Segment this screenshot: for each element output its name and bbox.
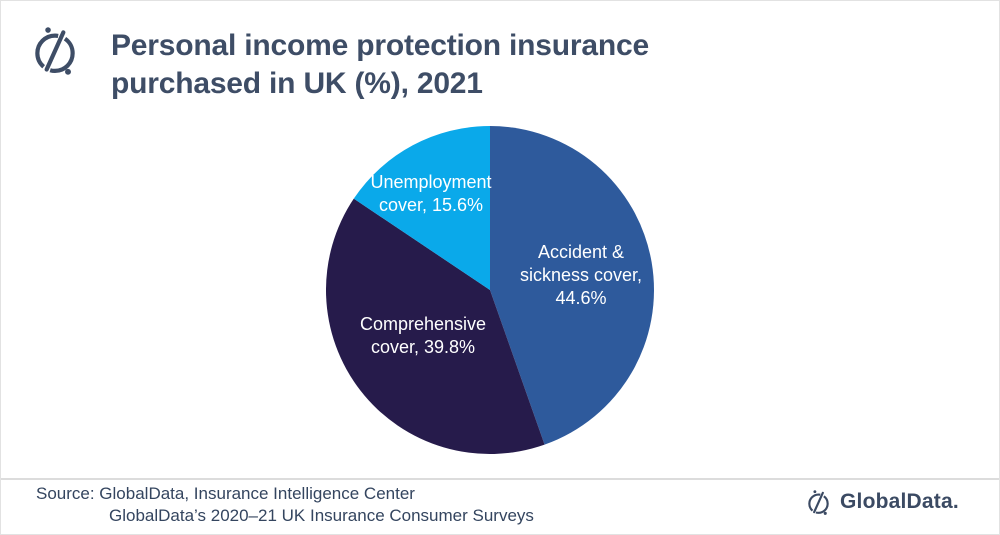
pie-slice-accident-sickness-cover: [490, 126, 654, 445]
globaldata-brand-footer: GlobalData.: [805, 487, 959, 517]
pie-label-line: 44.6%: [555, 288, 607, 308]
pie-svg: [326, 126, 654, 454]
globaldata-wordmark: GlobalData.: [840, 490, 959, 513]
compass-circle: [35, 33, 75, 73]
compass-dot-top: [813, 490, 817, 494]
compass-circle: [808, 493, 829, 514]
page-title-line-2: purchased in UK (%), 2021: [111, 67, 483, 100]
compass-dot-bottom: [65, 68, 71, 75]
compass-needle: [44, 30, 66, 72]
pie-label-line: Accident &: [537, 242, 625, 262]
compass-needle: [813, 491, 824, 514]
pie-label-line: cover, 39.8%: [370, 337, 476, 357]
globaldata-logo-icon-small: [808, 490, 829, 515]
footer-divider: [1, 478, 999, 480]
pie-slice-comprehensive-cover: [326, 198, 545, 454]
pie-chart: [326, 126, 654, 454]
page-title-line-1: Personal income protection insurance: [111, 29, 649, 62]
source-attribution: Source: GlobalData, Insurance Intelligen…: [36, 483, 534, 527]
compass-dot-top: [45, 27, 51, 33]
source-line-2: GlobalData’s 2020–21 UK Insurance Consum…: [109, 506, 534, 525]
source-line-1: Source: GlobalData, Insurance Intelligen…: [36, 484, 415, 503]
pie-label-comprehensive-cover: Comprehensive cover, 39.8%: [323, 313, 523, 359]
pie-label-accident-sickness-cover: Accident & sickness cover, 44.6%: [481, 241, 681, 310]
pie-label-unemployment-cover: Unemployment cover, 15.6%: [331, 171, 531, 217]
pie-slice-unemployment-cover: [353, 126, 490, 290]
pie-label-line: cover, 15.6%: [378, 195, 484, 215]
compass-dot-bottom: [823, 511, 827, 515]
pie-label-line: Comprehensive: [359, 314, 487, 334]
pie-label-line: Unemployment: [370, 172, 492, 192]
globaldata-logo-icon: [35, 27, 75, 75]
page-title: Personal income protection insurance pur…: [111, 27, 649, 103]
pie-label-line: sickness cover,: [519, 265, 643, 285]
